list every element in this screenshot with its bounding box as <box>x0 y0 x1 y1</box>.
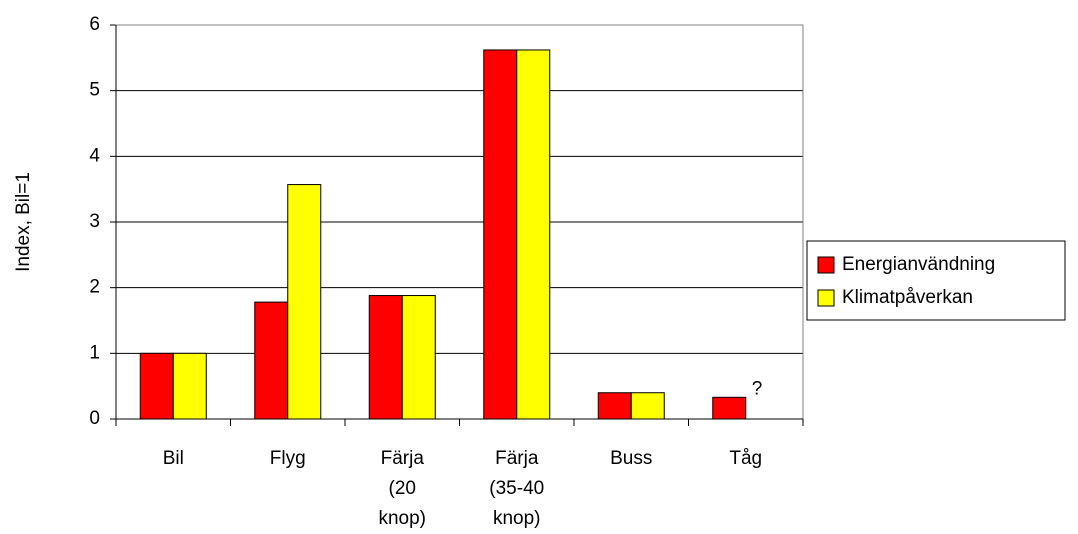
legend-swatch <box>817 289 835 307</box>
y-tick-label: 6 <box>89 14 100 35</box>
legend-swatch <box>817 256 835 274</box>
annotation: ? <box>752 378 763 399</box>
x-tick-line: Buss <box>610 448 652 469</box>
bar <box>172 352 207 420</box>
x-tick-label: Bil <box>163 448 184 469</box>
x-tick-line: (20 <box>389 478 416 499</box>
bar <box>516 49 551 420</box>
x-tick-label: Färja (20 knop) <box>378 448 426 529</box>
y-tick-label: 1 <box>89 342 100 363</box>
x-tick-line: knop) <box>378 508 426 529</box>
x-tick-label: Färja (35-40 knop) <box>489 448 544 529</box>
bar <box>630 392 665 420</box>
x-tick-line: (35-40 <box>489 478 544 499</box>
x-tick-label: Flyg <box>270 448 306 469</box>
y-tick-label: 3 <box>89 211 100 232</box>
y-tick-label: 4 <box>89 145 100 166</box>
bar <box>139 352 174 420</box>
legend-label: Klimatpåverkan <box>842 287 973 308</box>
x-tick-label: Buss <box>610 448 652 469</box>
x-tick-label: Tåg <box>729 448 762 469</box>
bar <box>368 295 403 420</box>
y-tick-label: 2 <box>89 277 100 298</box>
x-tick-line: Tåg <box>729 448 762 469</box>
bar <box>712 396 747 420</box>
bar <box>254 301 289 420</box>
x-tick-line: Bil <box>163 448 184 469</box>
bar <box>597 392 632 420</box>
y-axis-label: Index, Bil=1 <box>13 172 34 272</box>
y-tick-label: 0 <box>89 408 100 429</box>
legend-label: Energianvändning <box>842 254 995 275</box>
bar <box>483 49 518 420</box>
x-tick-line: Färja <box>495 448 539 469</box>
x-tick-line: Flyg <box>270 448 306 469</box>
x-tick-line: knop) <box>493 508 541 529</box>
legend-box <box>806 240 1066 321</box>
x-tick-line: Färja <box>381 448 425 469</box>
bar <box>287 184 322 420</box>
bar <box>401 295 436 420</box>
y-tick-label: 5 <box>89 80 100 101</box>
